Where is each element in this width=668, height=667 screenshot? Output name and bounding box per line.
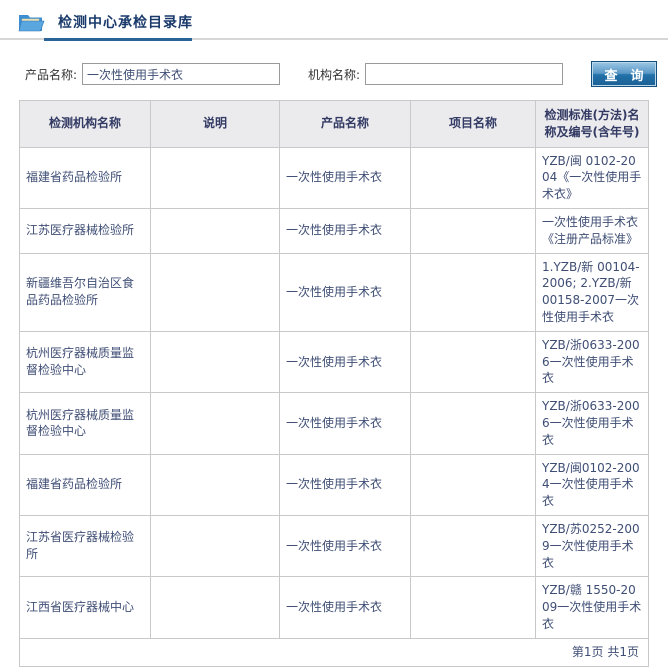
col-header-institution: 检测机构名称 xyxy=(19,100,151,148)
org-name-label: 机构名称: xyxy=(308,67,361,82)
table-cell-note xyxy=(150,392,280,455)
table-row: 新疆维吾尔自治区食品药品检验所 一次性使用手术衣 1.YZB/新 00104-200… xyxy=(19,252,649,332)
table-cell-standard: 一次性使用手术衣《注册产品标准》 xyxy=(535,207,649,254)
catalog-table: 检测机构名称 说明 产品名称 项目名称 检测标准(方法)名称及编号(含年号) 福… xyxy=(19,100,649,667)
table-cell-institution: 江西省医疗器械中心 xyxy=(19,576,151,639)
col-header-product: 产品名称 xyxy=(279,100,411,148)
table-cell-note xyxy=(150,330,280,394)
title-divider xyxy=(0,38,668,44)
table-cell-product: 一次性使用手术衣 xyxy=(279,146,411,209)
table-cell-project xyxy=(410,453,536,516)
table-cell-note xyxy=(150,207,280,254)
table-cell-project xyxy=(410,392,536,455)
table-cell-product: 一次性使用手术衣 xyxy=(279,252,411,332)
table-cell-product: 一次性使用手术衣 xyxy=(279,453,411,516)
table-cell-project xyxy=(410,576,536,639)
table-cell-standard: YZB/浙0633-2006一次性使用手术衣 xyxy=(535,392,649,455)
table-cell-note xyxy=(150,576,280,639)
org-name-input[interactable] xyxy=(365,63,564,85)
table-body: 福建省药品检验所 一次性使用手术衣 YZB/闽 0102-2004《一次性使用手术衣… xyxy=(19,146,649,639)
table-row: 江苏省医疗器械检验所 一次性使用手术衣 YZB/苏0252-2009一次性使用手术衣 xyxy=(19,514,649,578)
table-cell-project xyxy=(410,514,536,578)
table-cell-institution: 福建省药品检验所 xyxy=(19,146,151,209)
table-cell-standard: YZB/苏0252-2009一次性使用手术衣 xyxy=(535,514,649,578)
table-cell-product: 一次性使用手术衣 xyxy=(279,392,411,455)
table-cell-institution: 杭州医疗器械质量监督检验中心 xyxy=(19,330,151,394)
table-cell-standard: 1.YZB/新 00104-2006; 2.YZB/新 00158-2007一次… xyxy=(535,252,649,332)
search-bar: 产品名称: 机构名称: 查 询 xyxy=(25,61,668,87)
table-cell-note xyxy=(150,514,280,578)
page-title: 检测中心承检目录库 xyxy=(58,15,193,31)
table-cell-institution: 江苏省医疗器械检验所 xyxy=(19,514,151,578)
col-header-standard: 检测标准(方法)名称及编号(含年号) xyxy=(535,100,649,148)
table-row: 杭州医疗器械质量监督检验中心 一次性使用手术衣 YZB/浙0633-2006一次性使… xyxy=(19,392,649,455)
table-header: 检测机构名称 说明 产品名称 项目名称 检测标准(方法)名称及编号(含年号) xyxy=(19,100,649,148)
table-cell-product: 一次性使用手术衣 xyxy=(279,330,411,394)
col-header-project: 项目名称 xyxy=(410,100,536,148)
table-cell-standard: YZB/浙0633-2006一次性使用手术衣 xyxy=(535,330,649,394)
table-cell-standard: YZB/闽0102-2004一次性使用手术衣 xyxy=(535,453,649,516)
folder-icon xyxy=(18,12,45,33)
table-row: 江苏医疗器械检验所 一次性使用手术衣 一次性使用手术衣《注册产品标准》 xyxy=(19,207,649,254)
table-cell-project xyxy=(410,146,536,209)
table-cell-project xyxy=(410,207,536,254)
table-cell-standard: YZB/赣 1550-2009一次性使用手术衣 xyxy=(535,576,649,639)
table-cell-product: 一次性使用手术衣 xyxy=(279,514,411,578)
product-name-input[interactable] xyxy=(82,63,281,85)
product-name-label: 产品名称: xyxy=(25,67,78,82)
table-cell-project xyxy=(410,330,536,394)
table-cell-note xyxy=(150,146,280,209)
table-cell-institution: 福建省药品检验所 xyxy=(19,453,151,516)
search-button[interactable]: 查 询 xyxy=(591,61,657,87)
table-cell-note xyxy=(150,453,280,516)
table-cell-standard: YZB/闽 0102-2004《一次性使用手术衣》 xyxy=(535,146,649,209)
table-cell-institution: 杭州医疗器械质量监督检验中心 xyxy=(19,392,151,455)
table-row: 杭州医疗器械质量监督检验中心 一次性使用手术衣 YZB/浙0633-2006一次性使… xyxy=(19,330,649,394)
title-bar: 检测中心承检目录库 xyxy=(0,0,668,35)
table-cell-project xyxy=(410,252,536,332)
table-footer: 第1页 共1页 xyxy=(19,637,649,667)
col-header-note: 说明 xyxy=(150,100,280,148)
pagination: 第1页 共1页 xyxy=(19,637,649,667)
table-row: 福建省药品检验所 一次性使用手术衣 YZB/闽0102-2004一次性使用手术衣 xyxy=(19,453,649,516)
table-row: 江西省医疗器械中心 一次性使用手术衣 YZB/赣 1550-2009一次性使用手术衣 xyxy=(19,576,649,639)
title-underline-accent xyxy=(44,38,192,41)
table-cell-product: 一次性使用手术衣 xyxy=(279,207,411,254)
table-cell-product: 一次性使用手术衣 xyxy=(279,576,411,639)
table-cell-institution: 江苏医疗器械检验所 xyxy=(19,207,151,254)
table-row: 福建省药品检验所 一次性使用手术衣 YZB/闽 0102-2004《一次性使用手术衣… xyxy=(19,146,649,209)
table-cell-institution: 新疆维吾尔自治区食品药品检验所 xyxy=(19,252,151,332)
table-cell-note xyxy=(150,252,280,332)
